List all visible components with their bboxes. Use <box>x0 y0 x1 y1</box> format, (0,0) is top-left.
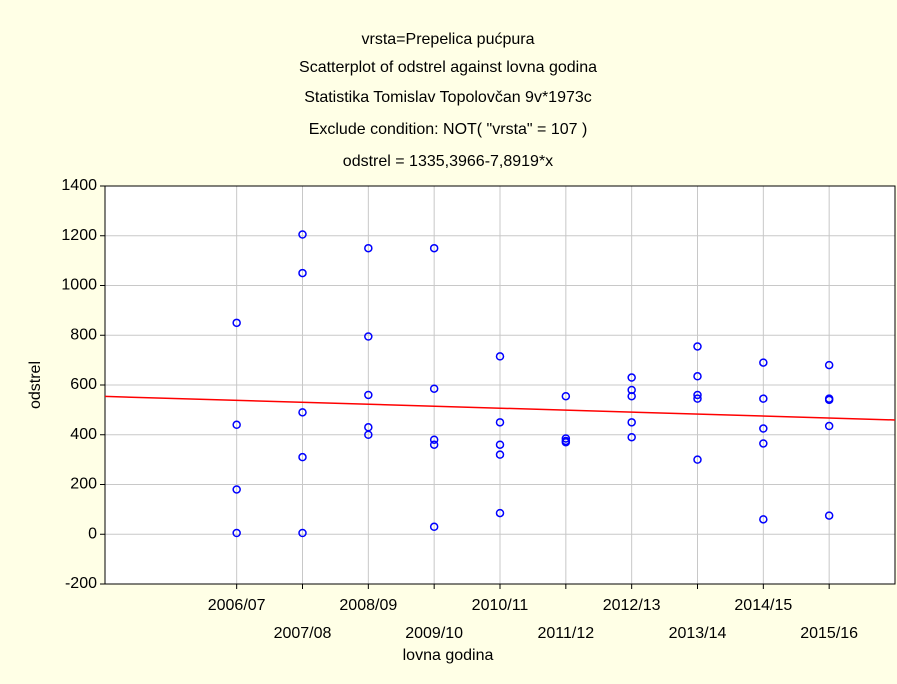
point <box>759 515 768 524</box>
point <box>298 268 307 278</box>
point <box>232 420 241 430</box>
point <box>429 384 439 393</box>
point <box>495 418 505 427</box>
plot-border <box>104 185 896 585</box>
point <box>824 421 834 431</box>
point <box>824 511 834 520</box>
point <box>693 455 702 464</box>
point <box>561 391 571 401</box>
point <box>298 528 307 538</box>
y-tick-label: 1200 <box>61 227 97 244</box>
x-tick-label: 2006/07 <box>208 597 266 614</box>
point <box>495 508 505 518</box>
x-tick-label: 2009/10 <box>405 625 463 642</box>
point <box>627 391 636 401</box>
point <box>627 418 636 427</box>
point <box>232 528 241 538</box>
x-tick-label: 2014/15 <box>734 597 792 614</box>
y-tick-label: 400 <box>70 426 97 443</box>
y-tick-label: -200 <box>65 575 97 592</box>
point <box>429 440 439 449</box>
point <box>429 435 439 444</box>
point <box>429 243 439 253</box>
chart-title: vrsta=Prepelica pućpura <box>362 31 535 48</box>
point <box>693 390 702 400</box>
point <box>759 358 768 367</box>
chart-title: Scatterplot of odstrel against lovna god… <box>299 59 597 76</box>
point <box>693 394 702 403</box>
point <box>627 373 636 382</box>
point <box>759 394 768 403</box>
point <box>693 372 702 381</box>
point <box>824 395 834 405</box>
y-tick-label: 1000 <box>61 277 97 294</box>
y-tick-label: 200 <box>70 476 97 493</box>
point <box>298 230 307 239</box>
y-tick-label: 800 <box>70 326 97 343</box>
point <box>232 318 241 328</box>
y-tick-label: 600 <box>70 376 97 393</box>
x-tick-label: 2008/09 <box>339 597 397 614</box>
point <box>429 522 439 532</box>
chart-title: odstrel = 1335,3966-7,8919*x <box>343 153 553 170</box>
y-tick-label: 0 <box>88 525 97 542</box>
point <box>364 390 373 400</box>
x-tick-label: 2010/11 <box>472 597 529 614</box>
point <box>627 385 636 395</box>
point <box>627 432 636 442</box>
y-tick-label: 1400 <box>61 177 97 194</box>
point <box>298 408 307 417</box>
x-tick-label: 2012/13 <box>603 597 661 614</box>
x-tick-label: 2011/12 <box>538 625 595 642</box>
chart-title: Exclude condition: NOT( "vrsta" = 107 ) <box>309 121 588 138</box>
x-tick-label: 2013/14 <box>669 625 727 642</box>
point <box>759 424 768 433</box>
point <box>561 437 571 447</box>
x-tick-label: 2015/16 <box>800 625 858 642</box>
x-tick-label: 2007/08 <box>274 625 332 642</box>
point <box>495 440 505 449</box>
point <box>561 434 571 443</box>
point <box>759 439 768 448</box>
point <box>495 450 505 459</box>
point <box>298 452 307 462</box>
point <box>824 360 834 370</box>
point <box>364 430 373 439</box>
point <box>232 485 241 494</box>
regression-line <box>104 395 896 421</box>
point <box>364 332 373 341</box>
point <box>364 243 373 253</box>
x-axis-label: lovna godina <box>403 647 494 664</box>
point <box>693 342 702 351</box>
chart-title: Statistika Tomislav Topolovčan 9v*1973c <box>304 89 592 106</box>
y-axis-label: odstrel <box>27 361 44 409</box>
point <box>495 352 505 361</box>
